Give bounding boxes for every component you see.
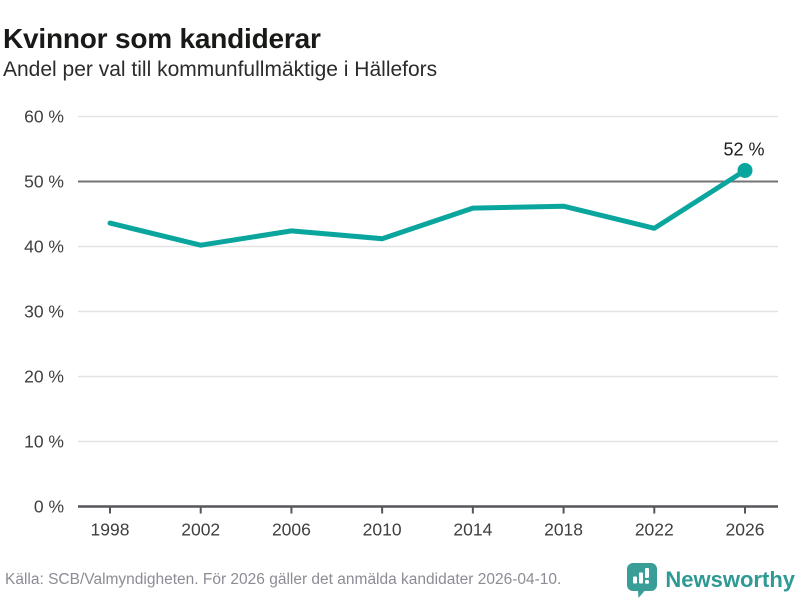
chart-subtitle: Andel per val till kommunfullmäktige i H… bbox=[3, 58, 438, 81]
y-tick-label: 60 % bbox=[24, 107, 64, 127]
y-tick-label: 10 % bbox=[24, 432, 64, 452]
y-tick-label: 0 % bbox=[34, 497, 64, 517]
line-chart: 0 % 10 % 20 % 30 % 40 % 50 % 60 % 1998 2002 2006 2… bbox=[24, 107, 778, 540]
x-tick-label: 2014 bbox=[453, 520, 492, 540]
newsworthy-brand-name: Newsworthy bbox=[665, 567, 795, 592]
newsworthy-brand-link[interactable]: Newsworthy bbox=[627, 562, 795, 598]
series-line bbox=[107, 167, 748, 248]
newsworthy-logo-icon bbox=[627, 562, 658, 598]
x-tick-label: 2026 bbox=[726, 520, 765, 540]
page-title: Kvinnor som kandiderar bbox=[3, 22, 321, 54]
x-tick-label: 2010 bbox=[363, 520, 402, 540]
x-tick-label: 2018 bbox=[544, 520, 583, 540]
y-tick-label: 30 % bbox=[24, 302, 64, 322]
x-tick-label: 2022 bbox=[635, 520, 674, 540]
x-tick-label: 2006 bbox=[272, 520, 311, 540]
source-note: Källa: SCB/Valmyndigheten. För 2026 gäll… bbox=[5, 571, 562, 588]
end-point-marker bbox=[737, 162, 753, 178]
x-tick-label: 1998 bbox=[91, 520, 130, 540]
chart-area: 0 % 10 % 20 % 30 % 40 % 50 % 60 % 1998 2002 2006 2… bbox=[0, 96, 800, 556]
footer: Källa: SCB/Valmyndigheten. För 2026 gäll… bbox=[0, 560, 800, 600]
y-tick-label: 20 % bbox=[24, 367, 64, 387]
x-tick-label: 2002 bbox=[181, 520, 220, 540]
end-point-label: 52 % bbox=[723, 139, 764, 159]
y-tick-label: 40 % bbox=[24, 237, 64, 257]
y-tick-label: 50 % bbox=[24, 172, 64, 192]
